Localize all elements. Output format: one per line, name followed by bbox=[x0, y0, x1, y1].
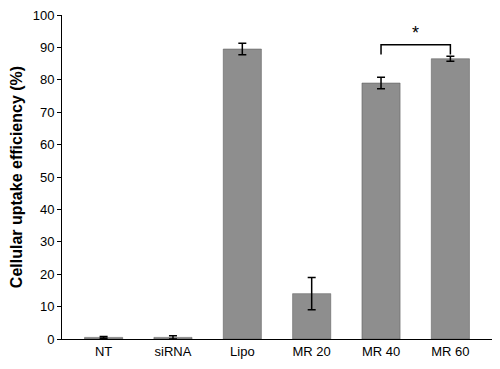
svg-text:*: * bbox=[412, 23, 419, 43]
svg-text:MR 60: MR 60 bbox=[431, 344, 469, 359]
svg-text:40: 40 bbox=[40, 202, 54, 217]
svg-text:NT: NT bbox=[95, 344, 112, 359]
svg-text:50: 50 bbox=[40, 170, 54, 185]
svg-text:80: 80 bbox=[40, 72, 54, 87]
svg-text:MR 40: MR 40 bbox=[362, 344, 400, 359]
svg-text:100: 100 bbox=[33, 8, 55, 23]
svg-text:60: 60 bbox=[40, 137, 54, 152]
svg-text:0: 0 bbox=[47, 332, 54, 347]
svg-text:20: 20 bbox=[40, 267, 54, 282]
svg-text:30: 30 bbox=[40, 234, 54, 249]
svg-text:Cellular uptake efficiency (%): Cellular uptake efficiency (%) bbox=[8, 66, 25, 288]
svg-text:MR 20: MR 20 bbox=[293, 344, 331, 359]
svg-text:70: 70 bbox=[40, 105, 54, 120]
svg-text:siRNA: siRNA bbox=[155, 344, 192, 359]
svg-text:10: 10 bbox=[40, 299, 54, 314]
svg-text:Lipo: Lipo bbox=[230, 344, 255, 359]
svg-text:90: 90 bbox=[40, 40, 54, 55]
